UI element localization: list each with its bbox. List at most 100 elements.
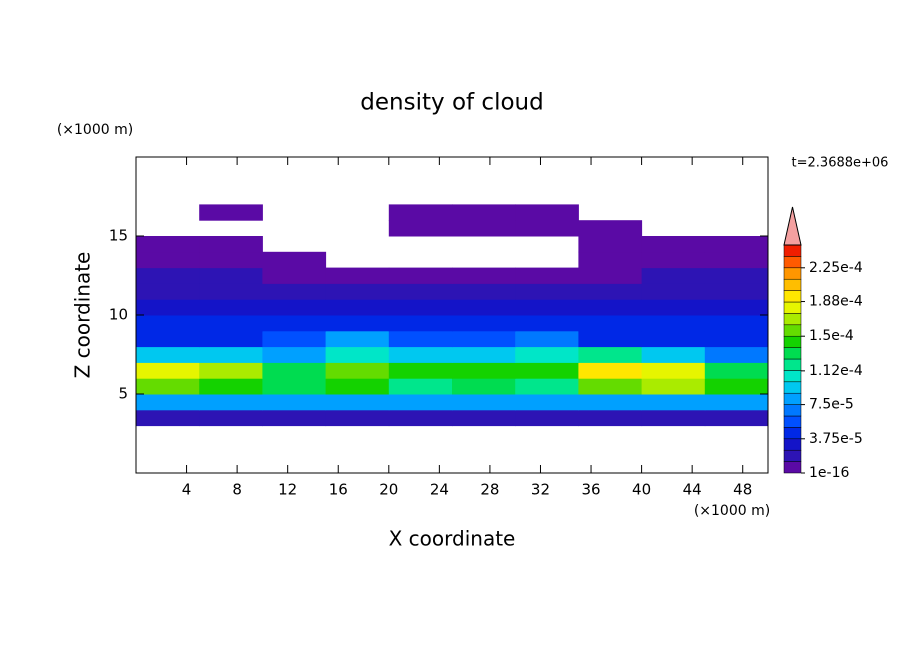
contour-cell (515, 394, 579, 411)
contour-cell (704, 362, 769, 379)
contour-cell (262, 251, 327, 269)
contour-cell (641, 299, 706, 316)
contour-cell (452, 204, 516, 221)
contour-cell (325, 315, 390, 332)
colorbar-box (783, 415, 802, 428)
contour-cell (704, 283, 769, 300)
contour-cell (452, 283, 516, 300)
colorbar-over (783, 206, 802, 246)
contour-cell (515, 315, 579, 332)
contour-cell (515, 283, 579, 300)
colorbar-box (783, 358, 802, 371)
contour-cell (199, 283, 263, 300)
contour-cell (704, 346, 769, 363)
contour-cell (704, 299, 769, 316)
contour-cell (704, 378, 769, 395)
contour-cell (325, 330, 390, 348)
contour-cell (641, 394, 706, 411)
colorbar-tick-label: 1.5e-4 (809, 328, 854, 344)
contour-cell (388, 315, 453, 332)
contour-cell (578, 378, 643, 395)
contour-cell (199, 204, 263, 221)
contour-cell (452, 315, 516, 332)
y-tick-label: 10 (109, 306, 128, 324)
x-unit: (×1000 m) (694, 503, 770, 519)
contour-cell (388, 330, 453, 348)
contour-cell (262, 346, 327, 363)
y-axis-label: Z coordinate (71, 252, 95, 379)
contour-cell (199, 394, 263, 411)
contour-cell (388, 394, 453, 411)
contour-cell (262, 283, 327, 300)
contour-cell (641, 251, 706, 269)
contour-cell (136, 299, 200, 316)
contour-cell (515, 378, 579, 395)
contour-cell (704, 315, 769, 332)
contour-cell (262, 267, 327, 284)
contour-cell (578, 330, 643, 348)
contour-cell (136, 251, 200, 269)
contour-cell (515, 204, 579, 221)
contour-cell (199, 299, 263, 316)
contour-cell (578, 236, 643, 253)
colorbar-box (783, 438, 802, 451)
contour-cell (199, 251, 263, 269)
contour-cell (136, 267, 200, 284)
contour-cell (199, 409, 263, 427)
contour-cell (452, 346, 516, 363)
contour-cell (136, 346, 200, 363)
contour-cell (515, 346, 579, 363)
contour-cell (199, 315, 263, 332)
contour-cell (452, 409, 516, 427)
contour-cell (262, 330, 327, 348)
x-tick-label: 20 (379, 481, 398, 499)
x-tick-label: 28 (480, 481, 499, 499)
contour-cell (578, 251, 643, 269)
colorbar-tick-label: 2.25e-4 (809, 260, 863, 276)
contour-cell (578, 267, 643, 284)
x-tick-label: 16 (329, 481, 348, 499)
annotation: t=2.3688e+06 (792, 156, 889, 171)
x-tick-label: 48 (733, 481, 752, 499)
contour-cell (452, 267, 516, 284)
contour-cell (136, 394, 200, 411)
contour-cell (578, 315, 643, 332)
contour-cell (199, 267, 263, 284)
y-unit: (×1000 m) (57, 122, 133, 138)
contour-cell (325, 409, 390, 427)
contour-cell (578, 220, 643, 237)
colorbar-tick-label: 3.75e-5 (809, 431, 863, 447)
contour-cell (452, 362, 516, 379)
contour-cell (641, 362, 706, 379)
contour-cell (262, 315, 327, 332)
colorbar-box (783, 256, 802, 269)
colorbar-box (783, 404, 802, 417)
contour-cell (325, 378, 390, 395)
contour-cell (136, 236, 200, 253)
contour-cell (704, 236, 769, 253)
contour-cell (452, 220, 516, 237)
chart-title: density of cloud (360, 90, 543, 116)
x-tick-label: 40 (632, 481, 651, 499)
contour-cell (136, 409, 200, 427)
contour-cell (515, 267, 579, 284)
contour-cell (452, 378, 516, 395)
contour-cell (641, 283, 706, 300)
contour-cell (136, 378, 200, 395)
contour-cell (325, 299, 390, 316)
contour-cell (641, 378, 706, 395)
contour-cell (388, 267, 453, 284)
contour-cell (136, 283, 200, 300)
contour-cell (325, 394, 390, 411)
colorbar-tick-label: 1.12e-4 (809, 363, 863, 379)
contour-cell (452, 394, 516, 411)
y-tick-label: 15 (109, 227, 128, 245)
contour-cell (262, 409, 327, 427)
colorbar-box (783, 347, 802, 360)
colorbar-box (783, 278, 802, 291)
contour-cell (325, 267, 390, 284)
contour-cell (704, 251, 769, 269)
contour-cell (578, 283, 643, 300)
colorbar-box (783, 427, 802, 440)
